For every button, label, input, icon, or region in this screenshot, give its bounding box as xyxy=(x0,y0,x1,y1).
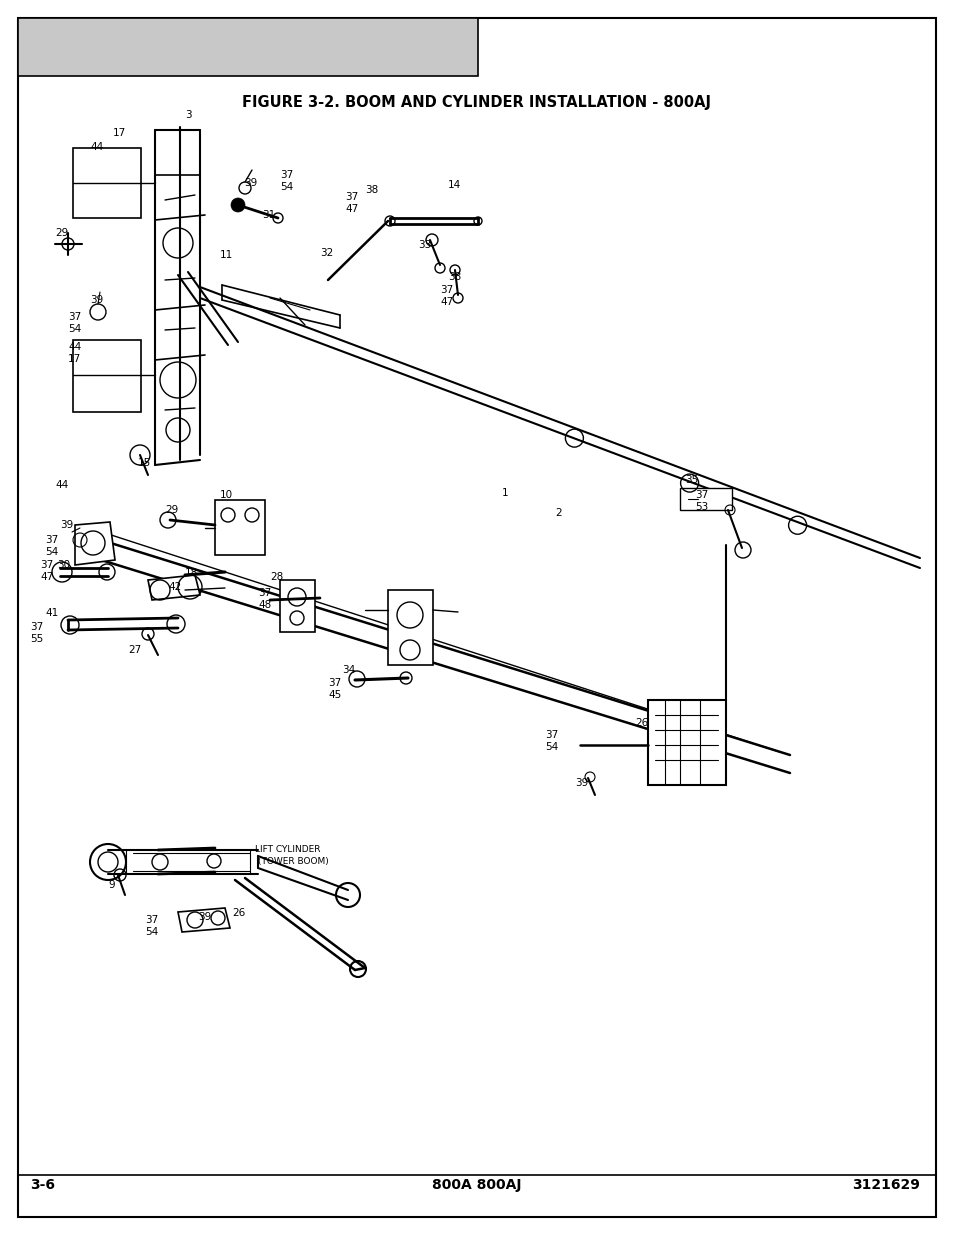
Bar xyxy=(214,500,265,555)
Text: 37: 37 xyxy=(68,312,81,322)
Text: 37: 37 xyxy=(695,490,707,500)
Circle shape xyxy=(231,198,245,212)
Text: 35: 35 xyxy=(684,475,698,485)
Text: 47: 47 xyxy=(439,296,453,308)
Bar xyxy=(280,580,314,632)
Bar xyxy=(18,19,477,77)
Text: 53: 53 xyxy=(695,501,707,513)
Text: 39: 39 xyxy=(60,520,73,530)
Text: 34: 34 xyxy=(341,664,355,676)
Text: 31: 31 xyxy=(262,210,275,220)
Text: 29: 29 xyxy=(55,228,69,238)
Text: LIFT CYLINDER: LIFT CYLINDER xyxy=(254,845,320,853)
Text: 1: 1 xyxy=(501,488,508,498)
Text: FIGURE 3-2. BOOM AND CYLINDER INSTALLATION - 800AJ: FIGURE 3-2. BOOM AND CYLINDER INSTALLATI… xyxy=(242,95,711,110)
Text: 29: 29 xyxy=(165,505,178,515)
Text: 3121629: 3121629 xyxy=(851,1178,919,1192)
Text: 11: 11 xyxy=(220,249,233,261)
Text: 47: 47 xyxy=(40,572,53,582)
Text: 37: 37 xyxy=(257,588,271,598)
Text: 48: 48 xyxy=(257,600,271,610)
Text: 28: 28 xyxy=(270,572,283,582)
Bar xyxy=(679,488,731,510)
Text: 39: 39 xyxy=(575,778,588,788)
Text: 3-6: 3-6 xyxy=(30,1178,55,1192)
Bar xyxy=(73,148,141,219)
Text: 54: 54 xyxy=(45,547,58,557)
Text: 54: 54 xyxy=(145,927,158,937)
Text: 39: 39 xyxy=(90,295,103,305)
Text: 37: 37 xyxy=(345,191,358,203)
Text: 17: 17 xyxy=(112,128,126,138)
Text: (TOWER BOOM): (TOWER BOOM) xyxy=(257,857,329,866)
Bar xyxy=(388,590,433,664)
Text: 10: 10 xyxy=(220,490,233,500)
Text: 18: 18 xyxy=(185,568,198,578)
Text: 27: 27 xyxy=(128,645,141,655)
Text: 42: 42 xyxy=(168,582,181,592)
Text: 37: 37 xyxy=(328,678,341,688)
Text: 44: 44 xyxy=(68,342,81,352)
Text: 32: 32 xyxy=(319,248,333,258)
Text: 44: 44 xyxy=(55,480,69,490)
Text: 26: 26 xyxy=(232,908,245,918)
Text: 37: 37 xyxy=(145,915,158,925)
Text: 37: 37 xyxy=(30,622,43,632)
Text: 15: 15 xyxy=(138,458,152,468)
Text: 800A 800AJ: 800A 800AJ xyxy=(432,1178,521,1192)
Text: 14: 14 xyxy=(448,180,460,190)
Text: 38: 38 xyxy=(448,272,460,282)
Text: 17: 17 xyxy=(68,354,81,364)
Text: 44: 44 xyxy=(90,142,103,152)
Text: 55: 55 xyxy=(30,634,43,643)
Polygon shape xyxy=(75,522,115,564)
Text: 37: 37 xyxy=(40,559,53,571)
Text: 37: 37 xyxy=(439,285,453,295)
Text: 26: 26 xyxy=(635,718,648,727)
Text: 54: 54 xyxy=(280,182,293,191)
Text: 9: 9 xyxy=(108,881,114,890)
Text: 30: 30 xyxy=(57,559,71,571)
Text: 54: 54 xyxy=(68,324,81,333)
Text: 3: 3 xyxy=(185,110,192,120)
Text: 38: 38 xyxy=(365,185,377,195)
Text: 2: 2 xyxy=(555,508,561,517)
Text: 47: 47 xyxy=(345,204,358,214)
Text: 33: 33 xyxy=(417,240,431,249)
Text: SECTION 3   BOOM: SECTION 3 BOOM xyxy=(34,19,221,37)
Text: 54: 54 xyxy=(544,742,558,752)
Text: 37: 37 xyxy=(544,730,558,740)
Text: 45: 45 xyxy=(328,690,341,700)
Bar xyxy=(73,340,141,412)
Text: 39: 39 xyxy=(198,911,211,923)
Text: 39: 39 xyxy=(244,178,257,188)
Bar xyxy=(647,700,725,785)
Text: 41: 41 xyxy=(45,608,58,618)
Polygon shape xyxy=(178,908,230,932)
Text: 37: 37 xyxy=(280,170,293,180)
Polygon shape xyxy=(148,576,200,600)
Text: 37: 37 xyxy=(45,535,58,545)
